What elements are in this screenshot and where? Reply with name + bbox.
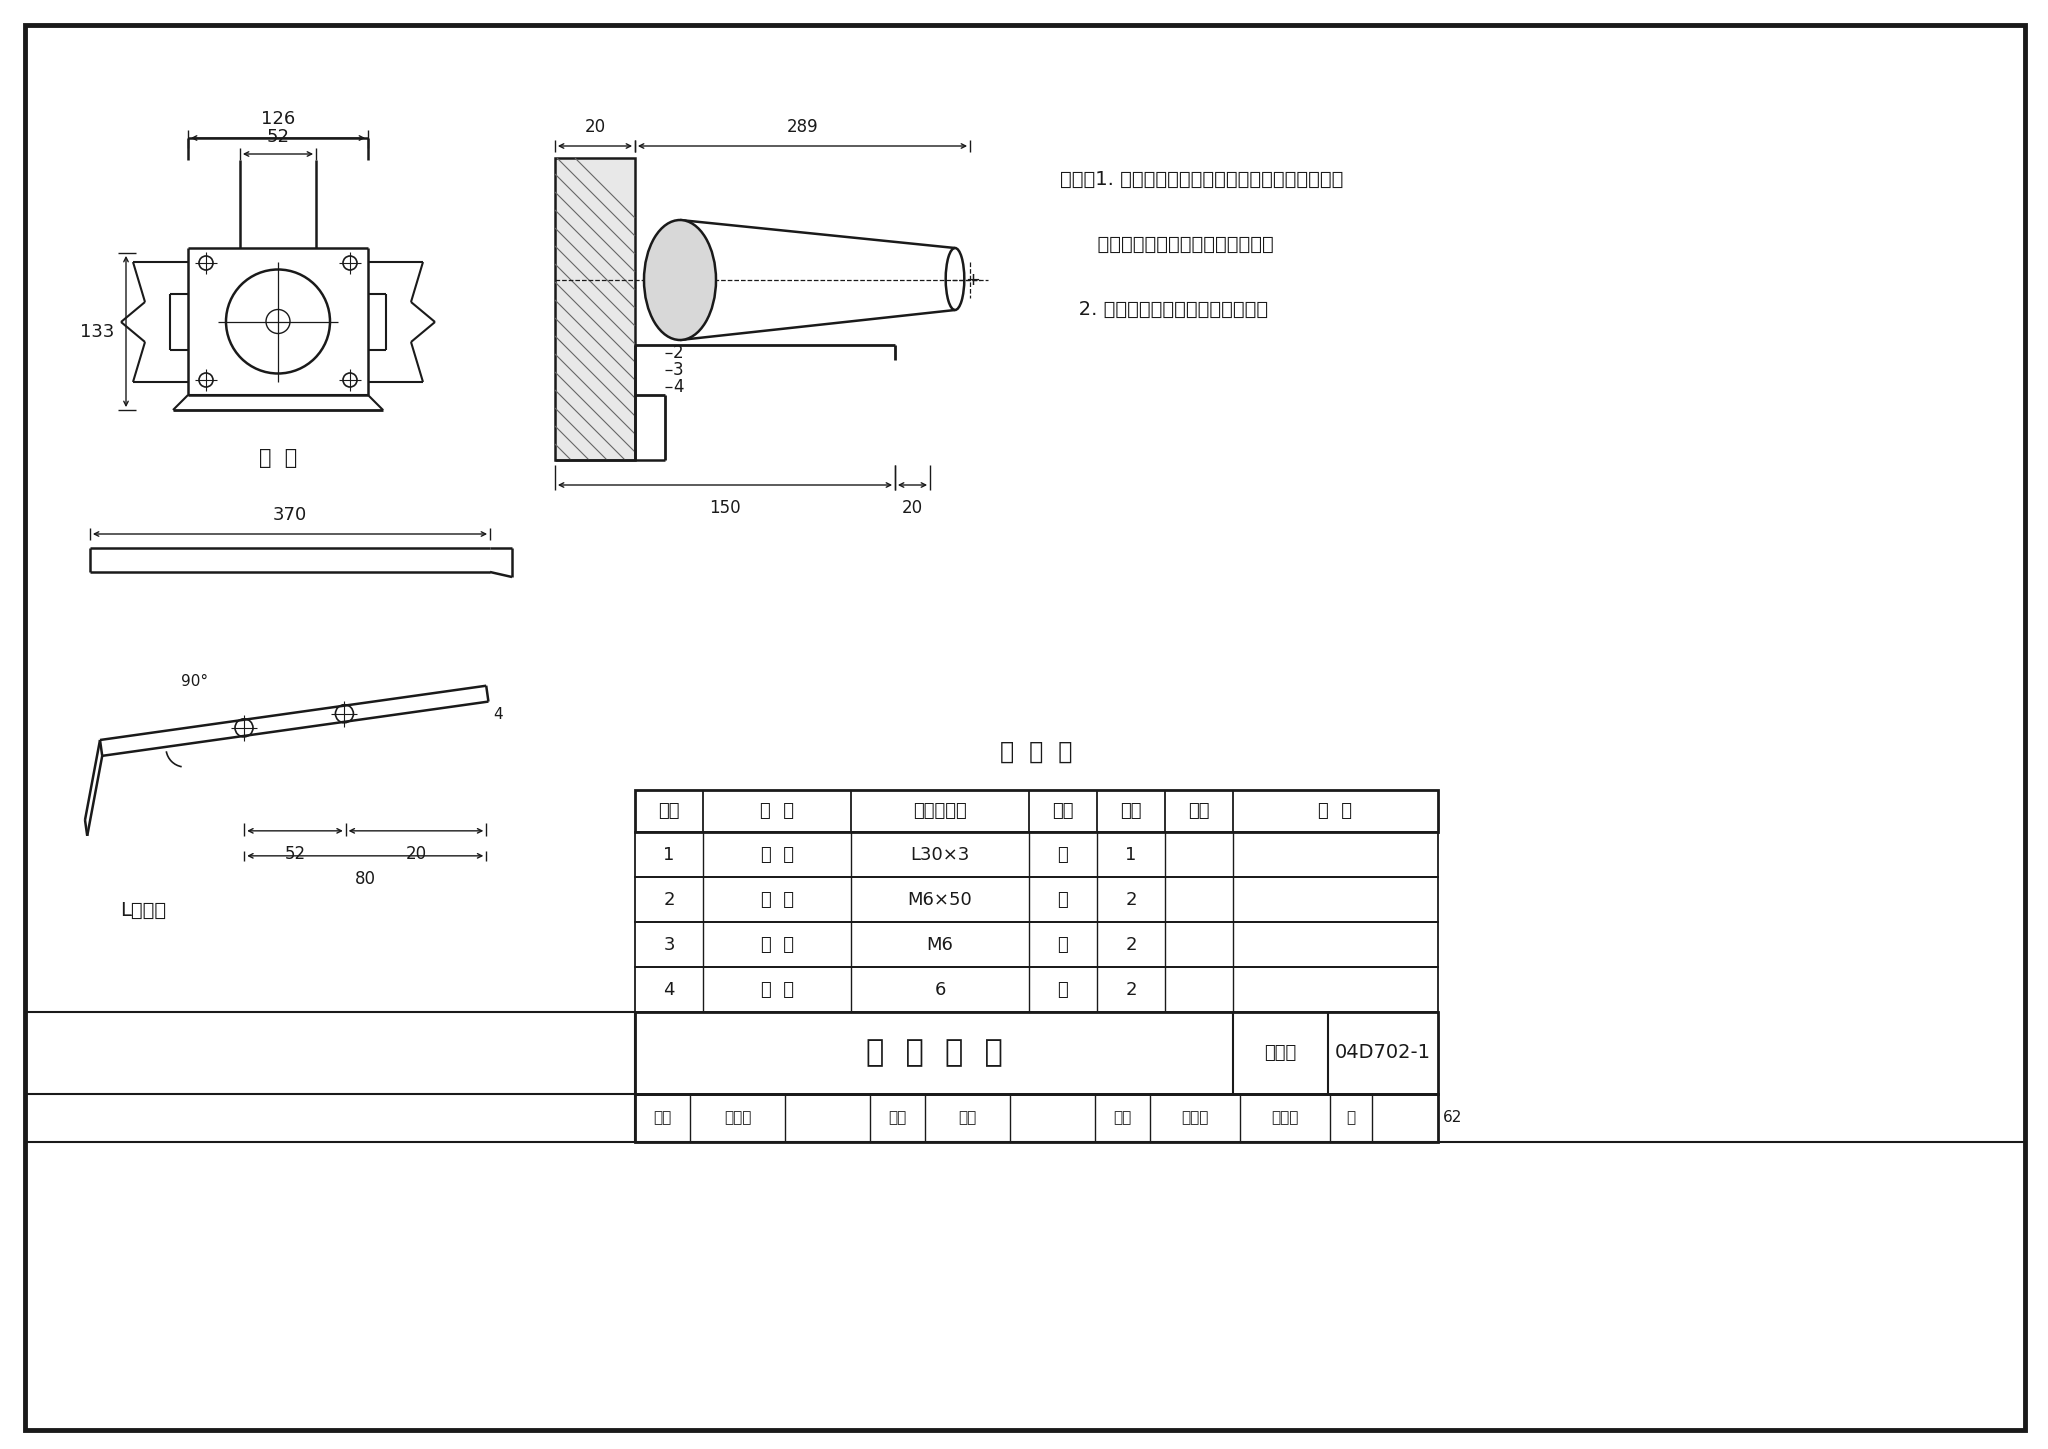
- Bar: [555, 158, 635, 459]
- Text: 20: 20: [406, 845, 426, 862]
- Text: 52: 52: [266, 128, 289, 146]
- Text: 4: 4: [494, 707, 504, 722]
- Text: 型号及规格: 型号及规格: [913, 801, 967, 820]
- Bar: [635, 922, 1438, 966]
- Text: 2: 2: [1124, 936, 1137, 953]
- Text: 图集号: 图集号: [1264, 1043, 1296, 1062]
- Text: 4: 4: [674, 378, 684, 396]
- Text: 133: 133: [80, 323, 115, 341]
- Text: 20: 20: [584, 117, 606, 136]
- Bar: [635, 1011, 1438, 1094]
- Text: 数量: 数量: [1120, 801, 1141, 820]
- Text: 80: 80: [354, 869, 375, 888]
- Text: 页次: 页次: [1188, 801, 1210, 820]
- Text: 附注：1. 电箛支架可装在墙上或柱上当装在柱上时，: 附注：1. 电箛支架可装在墙上或柱上当装在柱上时，: [1061, 170, 1343, 188]
- Text: 2: 2: [1124, 891, 1137, 909]
- Text: 备  注: 备 注: [1319, 801, 1352, 820]
- Text: 根: 根: [1057, 846, 1069, 864]
- Text: M6×50: M6×50: [907, 891, 973, 909]
- Text: 设计: 设计: [1114, 1110, 1133, 1126]
- Text: L30×3: L30×3: [909, 846, 969, 864]
- Text: 3: 3: [674, 361, 684, 380]
- Text: 个: 个: [1057, 891, 1069, 909]
- Bar: [635, 1094, 1438, 1142]
- Text: 名  称: 名 称: [760, 801, 795, 820]
- Text: 4: 4: [664, 981, 674, 998]
- Text: 角  钢: 角 钢: [760, 846, 793, 864]
- Text: 2. 电箛安装高度依工程设计确定。: 2. 电箛安装高度依工程设计确定。: [1061, 300, 1268, 319]
- Bar: [635, 877, 1438, 922]
- Text: 页: 页: [1346, 1110, 1356, 1126]
- Text: 可采用膨胀螺栓或预埋道件固定。: 可采用膨胀螺栓或预埋道件固定。: [1061, 235, 1274, 254]
- Text: 编号: 编号: [657, 801, 680, 820]
- Text: +: +: [965, 271, 981, 288]
- Text: 2: 2: [664, 891, 674, 909]
- Text: 1: 1: [1124, 846, 1137, 864]
- Text: 126: 126: [260, 110, 295, 128]
- Text: 李核效: 李核效: [1272, 1110, 1298, 1126]
- Text: 62: 62: [1444, 1110, 1462, 1126]
- Bar: [635, 790, 1438, 832]
- Text: 3: 3: [664, 936, 674, 953]
- Text: 坠  圈: 坠 圈: [760, 981, 793, 998]
- Text: 90°: 90°: [182, 674, 209, 688]
- Text: 6: 6: [934, 981, 946, 998]
- Text: 电  箛  安  装: 电 箛 安 装: [866, 1039, 1001, 1068]
- Text: M6: M6: [926, 936, 954, 953]
- Text: 289: 289: [786, 117, 819, 136]
- Text: 20: 20: [901, 498, 924, 517]
- Text: 150: 150: [709, 498, 741, 517]
- Text: 校对: 校对: [889, 1110, 907, 1126]
- Text: 电  箛: 电 箛: [258, 448, 297, 468]
- Text: 李运昌: 李运昌: [723, 1110, 752, 1126]
- Text: 螺  母: 螺 母: [760, 936, 793, 953]
- Text: 2: 2: [1124, 981, 1137, 998]
- Ellipse shape: [643, 220, 717, 341]
- Bar: [635, 832, 1438, 877]
- Text: 单位: 单位: [1053, 801, 1073, 820]
- Text: 370: 370: [272, 506, 307, 525]
- Text: 螺  栓: 螺 栓: [760, 891, 793, 909]
- Text: 桐静: 桐静: [958, 1110, 977, 1126]
- Text: 个: 个: [1057, 936, 1069, 953]
- Text: 04D702-1: 04D702-1: [1335, 1043, 1432, 1062]
- Text: 李推救: 李推救: [1182, 1110, 1208, 1126]
- Text: 1: 1: [664, 846, 674, 864]
- Bar: [635, 966, 1438, 1011]
- Text: L型零件: L型零件: [121, 901, 166, 920]
- Text: 材  料  表: 材 料 表: [999, 740, 1073, 764]
- Text: 2: 2: [674, 343, 684, 362]
- Text: 52: 52: [285, 845, 305, 862]
- Text: 审核: 审核: [653, 1110, 672, 1126]
- Text: 个: 个: [1057, 981, 1069, 998]
